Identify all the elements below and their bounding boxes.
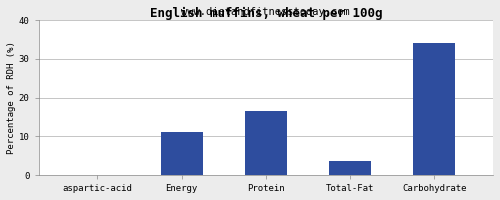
Bar: [329, 161, 371, 175]
Text: www.dietandfitnesstoday.com: www.dietandfitnesstoday.com: [182, 7, 350, 17]
Title: English muffins, wheat per 100g: English muffins, wheat per 100g: [150, 7, 382, 20]
Bar: [413, 43, 455, 175]
Bar: [160, 132, 202, 175]
Y-axis label: Percentage of RDH (%): Percentage of RDH (%): [7, 41, 16, 154]
Bar: [244, 111, 287, 175]
